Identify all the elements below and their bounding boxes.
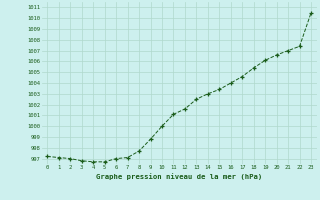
X-axis label: Graphe pression niveau de la mer (hPa): Graphe pression niveau de la mer (hPa) bbox=[96, 173, 262, 180]
